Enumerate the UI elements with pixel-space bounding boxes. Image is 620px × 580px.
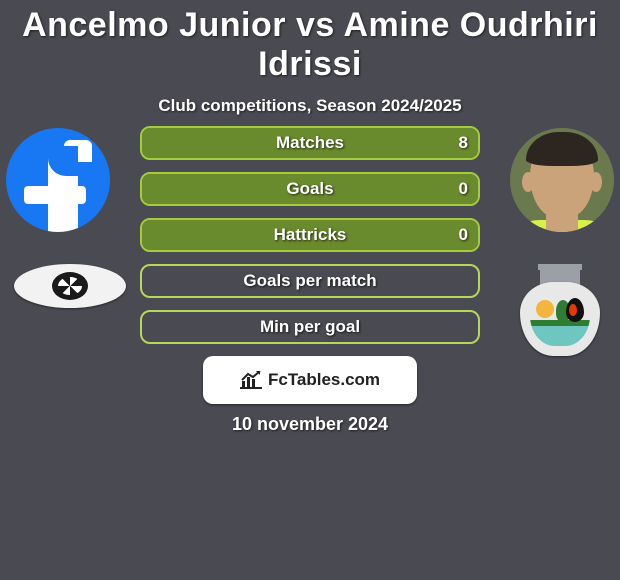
stat-bar: Goals per match <box>140 264 480 298</box>
credit-pill[interactable]: FcTables.com <box>203 356 417 404</box>
page-subtitle: Club competitions, Season 2024/2025 <box>0 96 620 116</box>
credit-label: FcTables.com <box>268 370 380 390</box>
stat-bar: Goals 0 <box>140 172 480 206</box>
stat-bars: Matches 8 Goals 0 Hattricks 0 Goals per match M… <box>140 126 480 356</box>
page-title: Ancelmo Junior vs Amine Oudrhiri Idrissi <box>0 6 620 84</box>
stat-label: Goals per match <box>243 271 376 291</box>
stat-label: Goals <box>286 179 333 199</box>
stat-value: 8 <box>459 133 468 153</box>
club-badge-left <box>14 264 126 308</box>
facebook-icon <box>6 128 110 232</box>
stat-label: Hattricks <box>274 225 347 245</box>
stat-value: 0 <box>459 179 468 199</box>
player-left-avatar <box>6 128 110 232</box>
stat-value: 0 <box>459 225 468 245</box>
stat-bar: Matches 8 <box>140 126 480 160</box>
snapshot-date: 10 november 2024 <box>0 414 620 435</box>
stat-bar: Hattricks 0 <box>140 218 480 252</box>
player-right-avatar <box>510 128 614 232</box>
club-badge-right <box>510 264 610 364</box>
stat-bar: Min per goal <box>140 310 480 344</box>
comparison-card: Ancelmo Junior vs Amine Oudrhiri Idrissi… <box>0 6 620 580</box>
stat-label: Min per goal <box>260 317 360 337</box>
chart-icon <box>240 371 262 389</box>
stat-label: Matches <box>276 133 344 153</box>
